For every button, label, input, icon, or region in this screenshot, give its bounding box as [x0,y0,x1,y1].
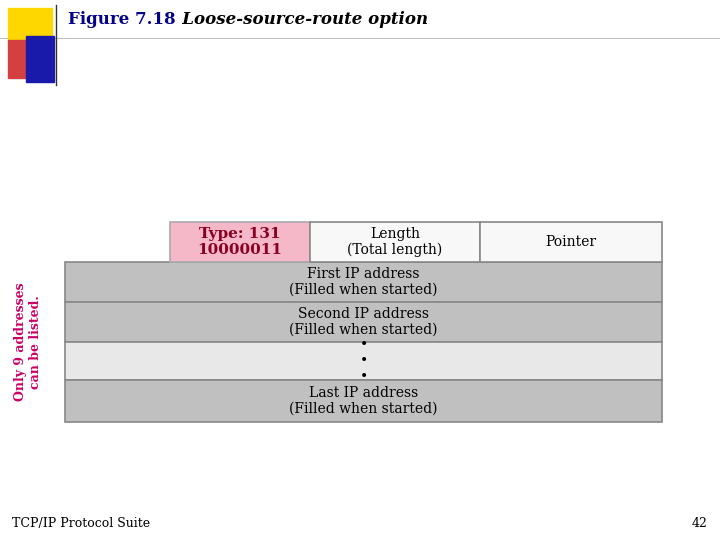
Text: Loose-source-route option: Loose-source-route option [165,11,428,29]
Text: First IP address
(Filled when started): First IP address (Filled when started) [289,267,438,297]
Text: Second IP address
(Filled when started): Second IP address (Filled when started) [289,307,438,337]
Bar [170,222,310,262]
Bar [26,36,54,82]
Text: Length
(Total length): Length (Total length) [347,227,443,258]
Text: Pointer: Pointer [546,235,597,249]
Bar [480,222,662,262]
Text: Type: 131
10000011: Type: 131 10000011 [197,227,282,257]
Bar [65,302,662,342]
Text: Figure 7.18: Figure 7.18 [68,11,176,29]
Text: 42: 42 [692,517,708,530]
Bar [310,222,480,262]
Text: •
•
•: • • • [359,338,368,384]
Text: TCP/IP Protocol Suite: TCP/IP Protocol Suite [12,517,150,530]
Bar [65,262,662,302]
Text: Only 9 addresses
can be listed.: Only 9 addresses can be listed. [14,282,42,401]
Bar [8,40,42,78]
Bar [8,8,52,42]
Bar [65,380,662,422]
Bar [65,342,662,380]
Text: Last IP address
(Filled when started): Last IP address (Filled when started) [289,386,438,416]
